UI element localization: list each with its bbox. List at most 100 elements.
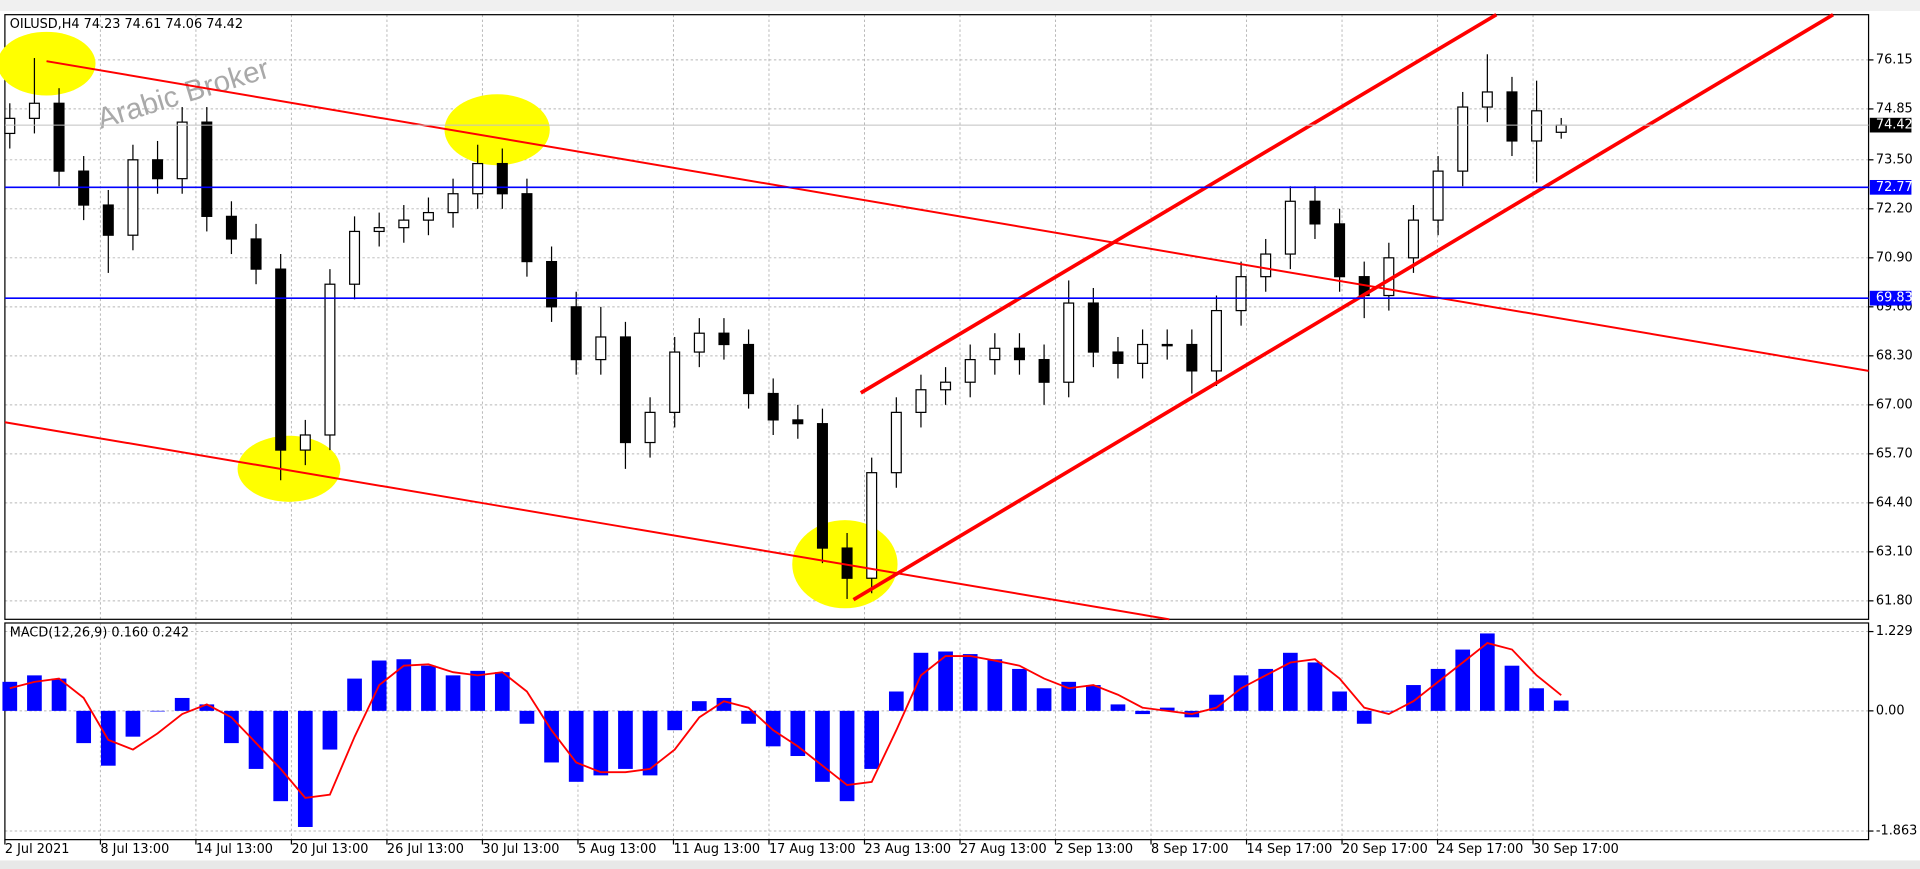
macd-bar <box>888 691 904 711</box>
candle-body <box>1186 343 1198 372</box>
candle-body <box>693 332 705 353</box>
channel-line <box>852 13 1835 602</box>
candle-body <box>1137 343 1149 364</box>
y-tick-label: 63.10 <box>1876 544 1913 559</box>
y-tick-label: 74.85 <box>1876 101 1913 116</box>
macd-bar <box>1406 685 1421 711</box>
x-tick-label: 23 Aug 13:00 <box>864 842 951 857</box>
candle-body <box>964 358 976 383</box>
macd-bar <box>248 710 264 769</box>
candle-body <box>1161 343 1173 347</box>
candle-body <box>718 332 730 346</box>
candle-body <box>1260 253 1272 278</box>
y-tick-label: 73.50 <box>1876 152 1913 167</box>
candle-body <box>816 423 828 549</box>
scrollbar-strip <box>0 860 1920 869</box>
candle-body <box>349 230 361 285</box>
candle-body <box>866 472 878 579</box>
toolbar-strip <box>0 0 1920 12</box>
macd-title: MACD(12,26,9) 0.160 0.242 <box>10 625 189 640</box>
x-tick-label: 26 Jul 13:00 <box>387 842 464 857</box>
macd-bar <box>421 665 436 711</box>
macd-bar <box>322 710 338 750</box>
candle-body <box>669 351 681 413</box>
candle-body <box>176 121 188 180</box>
candle-body <box>53 102 65 172</box>
macd-bar <box>1381 710 1397 712</box>
macd-bar <box>519 710 535 724</box>
macd-bar <box>51 678 67 711</box>
x-tick-label: 20 Sep 17:00 <box>1342 842 1428 857</box>
x-tick-label: 2 Jul 2021 <box>5 842 70 857</box>
candle-body <box>890 411 902 474</box>
candle-body <box>1112 351 1124 364</box>
level-label: 69.83 <box>1876 291 1913 306</box>
macd-signal-line <box>9 642 1562 799</box>
x-tick-label: 20 Jul 13:00 <box>291 842 368 857</box>
candle-body <box>1432 170 1444 221</box>
macd-bar <box>273 710 289 802</box>
macd-bar <box>445 675 461 711</box>
x-tick-label: 30 Jul 13:00 <box>482 842 559 857</box>
candle-body <box>1284 200 1296 255</box>
candle-body <box>422 211 434 221</box>
candle-body <box>225 215 237 240</box>
candle-body <box>299 434 311 451</box>
macd-bar <box>297 710 313 827</box>
y-tick-label: 76.15 <box>1876 52 1913 67</box>
x-tick-label: 11 Aug 13:00 <box>673 842 760 857</box>
candle-body <box>102 204 114 236</box>
macd-bar <box>2 681 18 711</box>
macd-bar <box>691 701 707 711</box>
macd-bar <box>667 710 683 731</box>
candle-body <box>989 347 1001 361</box>
candle-body <box>1334 223 1346 278</box>
macd-bar <box>174 697 190 711</box>
y-tick-label: 67.00 <box>1876 397 1913 412</box>
x-tick-label: 8 Sep 17:00 <box>1151 842 1229 857</box>
y-tick-label: -1.863 <box>1876 824 1917 839</box>
trend-line <box>4 421 1170 621</box>
x-tick-label: 24 Sep 17:00 <box>1438 842 1524 857</box>
x-tick-label: 5 Aug 13:00 <box>578 842 656 857</box>
candle-body <box>1235 276 1247 312</box>
x-tick-label: 30 Sep 17:00 <box>1533 842 1619 857</box>
macd-bar <box>1430 668 1446 711</box>
macd-bar <box>76 710 92 744</box>
candle-body <box>743 343 755 395</box>
macd-bar <box>1036 688 1052 711</box>
candle-body <box>1038 358 1050 383</box>
macd-bar <box>1061 681 1077 711</box>
macd-bar <box>1356 710 1372 724</box>
macd-bar <box>913 652 929 711</box>
candle-body <box>595 336 607 361</box>
candle-body <box>201 121 213 217</box>
macd-bar <box>1282 652 1298 711</box>
candle-body <box>127 159 139 236</box>
candle-body <box>324 283 336 436</box>
highlight-ellipse <box>237 435 341 502</box>
macd-bar <box>396 659 412 711</box>
candle-body <box>841 547 853 579</box>
candle-body <box>1506 91 1518 142</box>
candle-body <box>250 238 262 270</box>
macd-bar <box>962 654 978 711</box>
macd-bar <box>1504 665 1520 711</box>
macd-bar <box>716 697 732 711</box>
y-tick-label: 65.70 <box>1876 446 1913 461</box>
candle-body <box>546 260 558 308</box>
level-label-box <box>1869 290 1912 306</box>
candle-body <box>1013 347 1025 361</box>
candle-body <box>1457 106 1469 172</box>
macd-bar <box>815 710 830 782</box>
candle-body <box>1063 302 1075 383</box>
candle-body <box>570 306 582 361</box>
candle-body <box>496 162 508 195</box>
candle-body <box>447 193 459 214</box>
candle-body <box>1555 124 1567 133</box>
macd-bar <box>1135 710 1150 715</box>
macd-bar <box>1209 694 1224 711</box>
macd-bar <box>125 710 141 737</box>
macd-bar <box>1085 685 1101 711</box>
